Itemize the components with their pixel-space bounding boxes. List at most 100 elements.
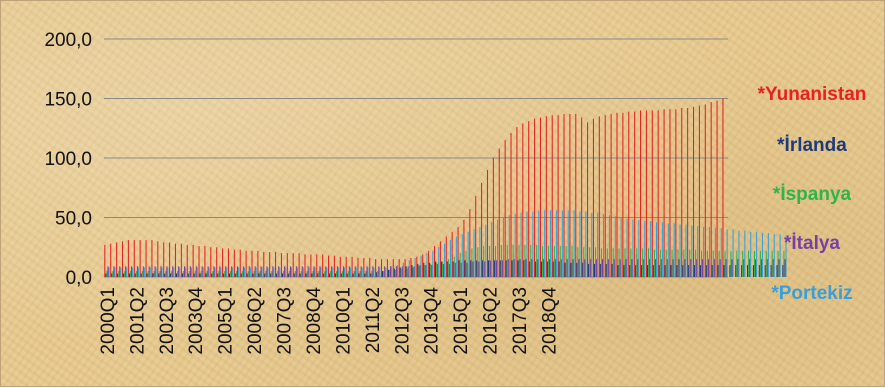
data-bar xyxy=(395,266,397,277)
data-bar xyxy=(507,259,509,277)
data-bar xyxy=(117,273,119,277)
data-bar xyxy=(616,112,618,277)
data-bar xyxy=(121,241,124,277)
data-bar xyxy=(194,271,196,277)
data-bar xyxy=(518,244,520,277)
data-bar xyxy=(683,249,685,277)
data-bar xyxy=(273,267,275,277)
data-bar xyxy=(178,266,180,277)
data-bar xyxy=(247,271,249,277)
data-bar xyxy=(163,242,165,277)
data-bar xyxy=(750,231,752,277)
data-bar xyxy=(360,266,362,277)
data-bar xyxy=(584,259,586,277)
data-bar xyxy=(353,271,355,277)
data-bar xyxy=(383,271,385,277)
data-bar xyxy=(124,271,126,277)
data-bar xyxy=(692,106,695,277)
data-bar xyxy=(199,273,201,277)
data-bar xyxy=(648,248,650,277)
data-bar xyxy=(182,271,184,277)
data-bar xyxy=(525,259,527,277)
data-bar xyxy=(446,261,448,277)
data-bar xyxy=(418,266,420,277)
data-bar xyxy=(284,266,286,277)
data-bar xyxy=(391,266,393,277)
data-bar xyxy=(714,228,716,277)
data-bar xyxy=(334,273,337,277)
data-bar xyxy=(304,254,306,277)
data-bar xyxy=(218,271,220,277)
data-bar xyxy=(742,250,744,277)
data-bar xyxy=(702,259,704,277)
data-bar xyxy=(749,259,751,277)
data-bar xyxy=(519,259,521,277)
data-bar xyxy=(265,271,267,277)
data-bar xyxy=(299,273,301,277)
data-bar xyxy=(624,248,626,277)
data-bar xyxy=(772,259,774,277)
data-bar xyxy=(494,246,496,277)
data-bar xyxy=(537,259,539,277)
data-bar xyxy=(326,267,328,277)
data-bar xyxy=(598,116,600,277)
data-bar xyxy=(478,261,480,277)
data-bar xyxy=(470,260,472,277)
data-bar xyxy=(206,271,208,277)
data-bar xyxy=(575,113,577,277)
data-bar xyxy=(220,267,222,277)
data-bar xyxy=(116,242,118,277)
data-bar xyxy=(538,210,540,277)
data-bar xyxy=(217,273,219,277)
data-bar xyxy=(554,259,556,277)
data-bar xyxy=(477,247,479,277)
data-bar xyxy=(691,225,693,277)
data-bar xyxy=(286,253,288,277)
data-bar xyxy=(651,110,653,278)
data-bar xyxy=(716,100,718,277)
data-bar xyxy=(630,248,632,277)
data-bar xyxy=(295,266,297,277)
data-bar xyxy=(226,267,228,277)
data-bar xyxy=(114,267,116,277)
data-bar xyxy=(618,248,620,277)
data-bar xyxy=(231,266,233,277)
data-bar xyxy=(438,247,440,277)
data-bar xyxy=(201,266,203,277)
data-bar xyxy=(332,267,334,277)
data-bar xyxy=(234,273,236,277)
data-bar xyxy=(528,121,530,277)
data-bar xyxy=(464,260,466,277)
data-bar xyxy=(238,267,240,277)
data-bar xyxy=(548,259,551,277)
data-bar xyxy=(569,113,571,277)
data-bar xyxy=(232,267,234,277)
data-bar xyxy=(176,273,178,277)
data-bar xyxy=(425,265,427,277)
data-bar xyxy=(773,234,775,277)
data-bar xyxy=(292,253,294,277)
data-bar xyxy=(579,211,581,277)
data-bar xyxy=(502,217,504,277)
series-bars xyxy=(104,98,787,278)
data-bar xyxy=(388,269,391,277)
data-bar xyxy=(246,273,248,277)
data-bar xyxy=(132,267,134,277)
data-bar xyxy=(240,273,242,277)
data-bar xyxy=(257,250,259,277)
data-bar xyxy=(778,259,780,277)
data-bar xyxy=(764,265,766,277)
data-bar xyxy=(567,210,569,277)
data-bar xyxy=(160,266,162,277)
x-tick-label: 2008Q4 xyxy=(304,287,325,355)
data-bar xyxy=(266,266,268,277)
data-bar xyxy=(323,273,325,277)
legend-entry: *Yunanistan xyxy=(758,84,867,105)
data-bar xyxy=(650,221,652,277)
data-bar xyxy=(369,257,371,277)
data-bar xyxy=(342,266,344,277)
data-bar xyxy=(495,260,498,277)
data-bar xyxy=(134,273,136,277)
data-bar xyxy=(708,227,711,277)
data-bar xyxy=(483,246,485,277)
